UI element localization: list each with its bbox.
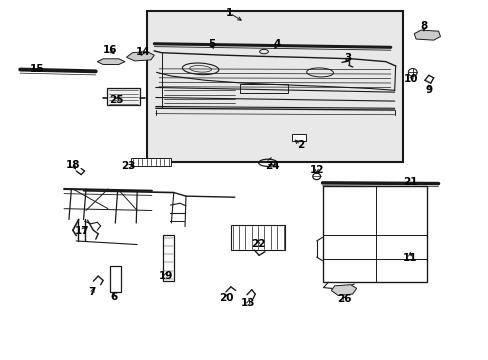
- Text: 20: 20: [218, 293, 233, 303]
- Text: 5: 5: [207, 40, 215, 49]
- Text: 26: 26: [337, 294, 351, 304]
- Text: 21: 21: [402, 177, 417, 187]
- Bar: [162, 235, 174, 281]
- Text: 14: 14: [136, 46, 150, 57]
- Text: 25: 25: [109, 95, 124, 105]
- Polygon shape: [97, 59, 125, 64]
- Text: 24: 24: [265, 161, 280, 171]
- Text: 10: 10: [403, 74, 418, 84]
- Text: 3: 3: [344, 53, 351, 63]
- Text: 19: 19: [158, 271, 172, 281]
- Text: 6: 6: [110, 292, 117, 302]
- Text: 1: 1: [226, 8, 233, 18]
- Text: 4: 4: [273, 40, 280, 49]
- Text: 18: 18: [65, 160, 80, 170]
- Bar: [322, 186, 427, 282]
- Text: 23: 23: [121, 161, 136, 171]
- Text: 7: 7: [88, 287, 96, 297]
- Bar: [230, 225, 285, 250]
- Bar: [292, 134, 305, 140]
- Text: 17: 17: [75, 226, 90, 236]
- Bar: [110, 266, 121, 292]
- Text: 22: 22: [250, 239, 265, 249]
- Text: 11: 11: [402, 253, 417, 263]
- Text: 8: 8: [420, 21, 427, 31]
- Bar: [147, 12, 402, 162]
- Text: 9: 9: [425, 85, 431, 95]
- Text: 2: 2: [296, 140, 304, 150]
- Text: 12: 12: [309, 165, 323, 175]
- Bar: [107, 88, 140, 105]
- Polygon shape: [126, 51, 154, 61]
- Text: 16: 16: [103, 45, 118, 55]
- Polygon shape: [413, 30, 440, 40]
- Bar: [239, 84, 288, 93]
- Text: 15: 15: [30, 64, 44, 74]
- Text: 13: 13: [241, 298, 255, 308]
- Polygon shape: [330, 285, 356, 296]
- Bar: [131, 158, 171, 166]
